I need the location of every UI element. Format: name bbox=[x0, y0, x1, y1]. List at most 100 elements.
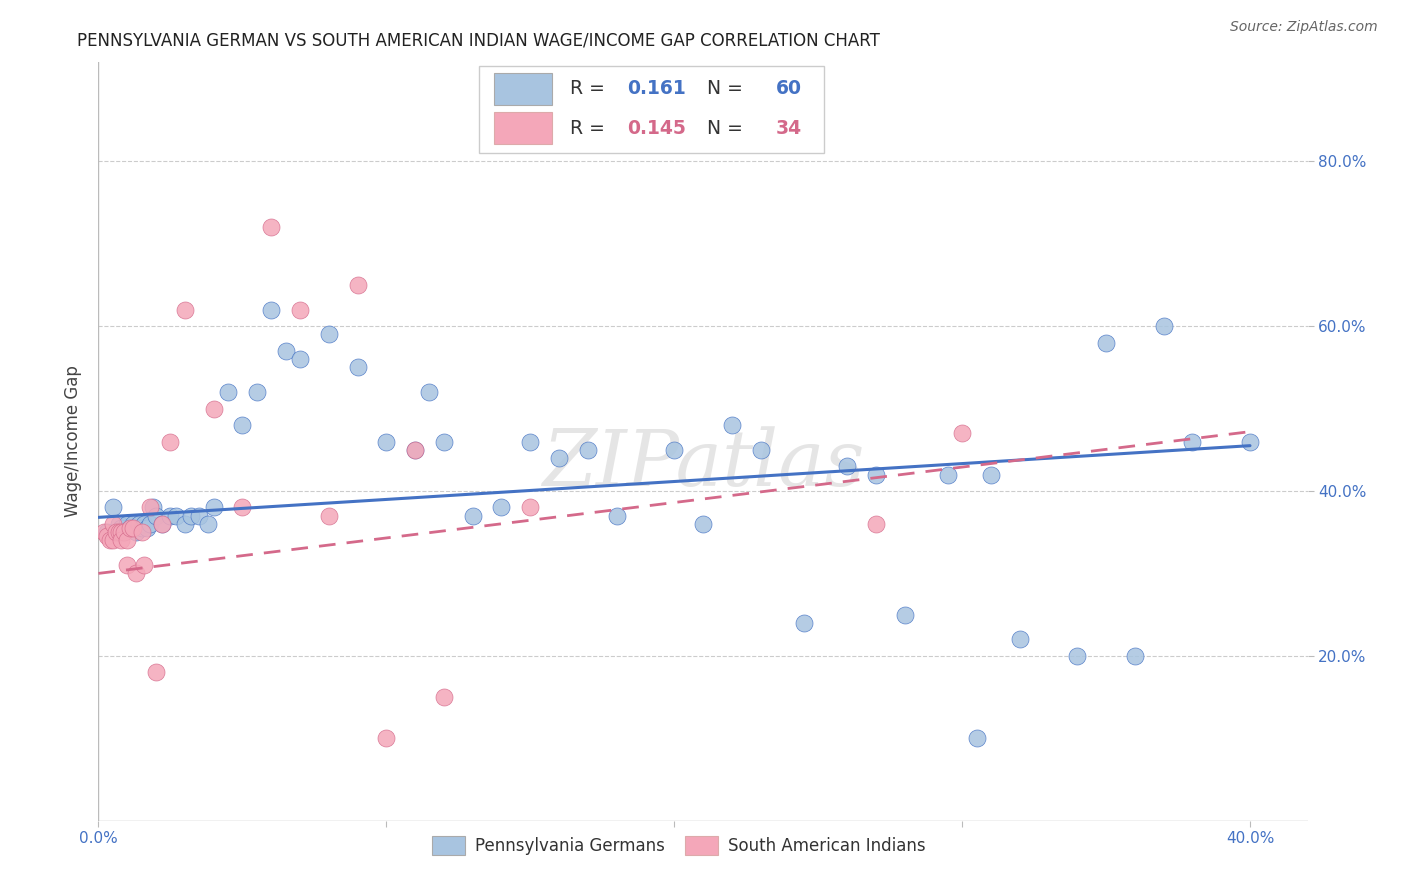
FancyBboxPatch shape bbox=[494, 73, 551, 105]
Point bbox=[131, 525, 153, 540]
Point bbox=[150, 516, 173, 531]
Point bbox=[134, 558, 156, 573]
FancyBboxPatch shape bbox=[479, 66, 824, 153]
Point bbox=[180, 508, 202, 523]
Point bbox=[318, 327, 340, 342]
Text: N =: N = bbox=[695, 119, 748, 138]
Point bbox=[1153, 319, 1175, 334]
Point bbox=[288, 352, 311, 367]
Point bbox=[865, 467, 887, 482]
Point bbox=[835, 459, 858, 474]
Point bbox=[165, 508, 187, 523]
Point bbox=[576, 442, 599, 457]
Point bbox=[749, 442, 772, 457]
Text: ZIPatlas: ZIPatlas bbox=[541, 426, 865, 502]
Point bbox=[519, 500, 541, 515]
Point bbox=[107, 525, 129, 540]
Point bbox=[346, 360, 368, 375]
Point bbox=[404, 442, 426, 457]
Point bbox=[217, 385, 239, 400]
Point bbox=[115, 558, 138, 573]
Point bbox=[96, 525, 118, 540]
Y-axis label: Wage/Income Gap: Wage/Income Gap bbox=[65, 366, 83, 517]
Point bbox=[115, 533, 138, 548]
Text: N =: N = bbox=[695, 79, 748, 98]
Point bbox=[1008, 632, 1031, 647]
Point bbox=[197, 516, 219, 531]
Point bbox=[120, 521, 142, 535]
Point bbox=[107, 516, 129, 531]
Point bbox=[134, 516, 156, 531]
Point bbox=[145, 665, 167, 680]
Point bbox=[125, 566, 148, 581]
Point bbox=[793, 615, 815, 630]
Point bbox=[110, 521, 132, 535]
Point bbox=[125, 525, 148, 540]
Point bbox=[865, 516, 887, 531]
Point bbox=[110, 525, 132, 540]
Point bbox=[101, 533, 124, 548]
FancyBboxPatch shape bbox=[494, 112, 551, 145]
Text: Source: ZipAtlas.com: Source: ZipAtlas.com bbox=[1230, 20, 1378, 34]
Point bbox=[104, 525, 127, 540]
Point bbox=[519, 434, 541, 449]
Point bbox=[120, 521, 142, 535]
Point bbox=[893, 607, 915, 622]
Point bbox=[404, 442, 426, 457]
Point bbox=[1123, 648, 1146, 663]
Point bbox=[112, 525, 135, 540]
Point bbox=[1066, 648, 1088, 663]
Point bbox=[98, 533, 121, 548]
Point bbox=[122, 516, 145, 531]
Text: 0.161: 0.161 bbox=[627, 79, 686, 98]
Point bbox=[418, 385, 440, 400]
Text: R =: R = bbox=[569, 119, 610, 138]
Text: 0.145: 0.145 bbox=[627, 119, 686, 138]
Point bbox=[145, 508, 167, 523]
Legend: Pennsylvania Germans, South American Indians: Pennsylvania Germans, South American Ind… bbox=[425, 829, 932, 862]
Point bbox=[433, 434, 456, 449]
Point bbox=[720, 418, 742, 433]
Point bbox=[548, 450, 571, 465]
Text: PENNSYLVANIA GERMAN VS SOUTH AMERICAN INDIAN WAGE/INCOME GAP CORRELATION CHART: PENNSYLVANIA GERMAN VS SOUTH AMERICAN IN… bbox=[77, 31, 880, 49]
Point bbox=[202, 401, 225, 416]
Point bbox=[202, 500, 225, 515]
Point bbox=[980, 467, 1002, 482]
Point bbox=[1239, 434, 1261, 449]
Point bbox=[246, 385, 269, 400]
Point bbox=[173, 516, 195, 531]
Point bbox=[1181, 434, 1204, 449]
Point bbox=[159, 434, 181, 449]
Point bbox=[433, 690, 456, 704]
Point bbox=[128, 516, 150, 531]
Point bbox=[139, 516, 162, 531]
Point bbox=[346, 277, 368, 292]
Point bbox=[692, 516, 714, 531]
Point bbox=[101, 500, 124, 515]
Point bbox=[936, 467, 959, 482]
Point bbox=[318, 508, 340, 523]
Point bbox=[115, 516, 138, 531]
Point bbox=[101, 516, 124, 531]
Point bbox=[274, 343, 297, 358]
Point bbox=[231, 500, 253, 515]
Point bbox=[288, 302, 311, 317]
Point bbox=[664, 442, 686, 457]
Point bbox=[131, 521, 153, 535]
Point bbox=[173, 302, 195, 317]
Point bbox=[606, 508, 628, 523]
Point bbox=[93, 525, 115, 540]
Point bbox=[96, 529, 118, 543]
Point bbox=[159, 508, 181, 523]
Point bbox=[950, 426, 973, 441]
Point bbox=[260, 220, 283, 235]
Point bbox=[110, 533, 132, 548]
Text: 60: 60 bbox=[776, 79, 801, 98]
Point bbox=[112, 525, 135, 540]
Point bbox=[150, 516, 173, 531]
Point bbox=[136, 521, 159, 535]
Text: 34: 34 bbox=[776, 119, 801, 138]
Point bbox=[142, 500, 165, 515]
Point bbox=[231, 418, 253, 433]
Point bbox=[461, 508, 484, 523]
